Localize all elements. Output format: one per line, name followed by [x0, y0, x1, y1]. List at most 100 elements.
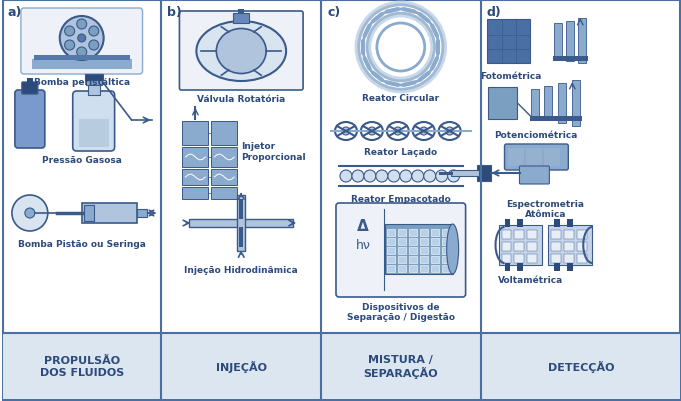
FancyBboxPatch shape	[21, 9, 142, 75]
Circle shape	[368, 128, 376, 136]
Text: Reator Empacotado: Reator Empacotado	[351, 194, 451, 203]
FancyBboxPatch shape	[179, 12, 303, 91]
Text: MISTURA /
SEPARAÇÃO: MISTURA / SEPARAÇÃO	[364, 354, 438, 378]
Bar	[419, 239, 428, 245]
Bar	[528, 242, 537, 251]
Bar	[552, 254, 561, 263]
Bar	[578, 19, 586, 64]
Text: Espectrometria
Atômica: Espectrometria Atômica	[507, 200, 584, 219]
Bar	[387, 229, 395, 237]
Text: Δ: Δ	[357, 219, 369, 233]
Bar	[419, 256, 428, 263]
Bar	[211, 170, 237, 186]
Bar	[183, 122, 208, 146]
Bar	[567, 22, 574, 62]
Bar	[27, 79, 33, 84]
Bar	[442, 247, 449, 254]
Circle shape	[342, 128, 350, 136]
Bar	[409, 229, 417, 237]
FancyBboxPatch shape	[520, 166, 550, 184]
Bar	[32, 60, 131, 70]
Text: Bomba peristáltica: Bomba peristáltica	[33, 78, 130, 87]
Bar	[430, 265, 439, 272]
Bar	[211, 148, 237, 168]
Bar	[565, 242, 574, 251]
Circle shape	[60, 17, 104, 61]
Ellipse shape	[217, 29, 266, 74]
Bar	[430, 229, 439, 237]
Bar	[189, 219, 293, 227]
Bar	[501, 242, 511, 251]
Bar	[183, 170, 208, 186]
Text: Reator Laçado: Reator Laçado	[364, 148, 437, 157]
Circle shape	[447, 170, 460, 182]
Bar	[442, 239, 449, 245]
Circle shape	[400, 170, 412, 182]
Bar	[86, 81, 101, 86]
Bar	[552, 242, 561, 251]
Text: d): d)	[486, 6, 501, 19]
Bar	[84, 75, 103, 81]
Bar	[409, 265, 417, 272]
Bar	[501, 231, 511, 239]
Circle shape	[78, 35, 86, 43]
Bar	[387, 247, 395, 254]
Circle shape	[424, 170, 436, 182]
Bar	[567, 219, 573, 227]
Text: Potenciométrica: Potenciométrica	[494, 131, 577, 140]
Bar	[183, 188, 208, 200]
Circle shape	[419, 128, 428, 136]
Bar	[211, 188, 237, 200]
Text: Pressão Gasosa: Pressão Gasosa	[42, 156, 122, 164]
Bar	[79, 120, 109, 148]
Bar	[398, 247, 406, 254]
Bar	[239, 200, 243, 219]
Bar	[567, 263, 573, 271]
Bar	[211, 122, 237, 146]
Circle shape	[445, 128, 454, 136]
Bar	[183, 148, 208, 168]
Bar	[565, 254, 574, 263]
Text: b): b)	[168, 6, 183, 19]
Bar	[387, 265, 395, 272]
Circle shape	[12, 196, 48, 231]
Circle shape	[65, 27, 75, 37]
FancyBboxPatch shape	[336, 203, 466, 297]
Bar	[554, 263, 560, 271]
Text: hν: hν	[355, 239, 370, 251]
Bar	[488, 88, 518, 120]
Bar	[82, 203, 137, 223]
Bar	[409, 247, 417, 254]
Text: Bomba Pistão ou Seringa: Bomba Pistão ou Seringa	[18, 239, 146, 248]
Bar	[544, 149, 560, 166]
Text: c): c)	[327, 6, 340, 19]
Bar	[398, 239, 406, 245]
Bar	[514, 242, 524, 251]
Circle shape	[364, 170, 376, 182]
Bar	[398, 229, 406, 237]
Bar	[530, 117, 582, 122]
Bar	[498, 225, 542, 265]
Bar	[387, 256, 395, 263]
Bar	[239, 227, 243, 247]
Ellipse shape	[196, 22, 286, 82]
Bar	[398, 265, 406, 272]
Bar	[577, 242, 587, 251]
Circle shape	[376, 170, 388, 182]
Bar	[509, 149, 524, 166]
Bar	[552, 231, 561, 239]
Text: INJEÇÃO: INJEÇÃO	[216, 360, 267, 372]
Bar	[572, 81, 580, 127]
Text: Reator Circular: Reator Circular	[362, 94, 439, 103]
Bar	[238, 10, 244, 14]
Bar	[554, 57, 588, 62]
Circle shape	[77, 20, 86, 30]
Bar	[442, 229, 449, 237]
Bar	[385, 225, 453, 274]
Bar	[234, 14, 249, 24]
Text: Válvula Rotatória: Válvula Rotatória	[197, 95, 285, 104]
Bar	[322, 334, 479, 399]
FancyBboxPatch shape	[73, 92, 114, 152]
Bar	[554, 24, 563, 59]
Circle shape	[388, 170, 400, 182]
